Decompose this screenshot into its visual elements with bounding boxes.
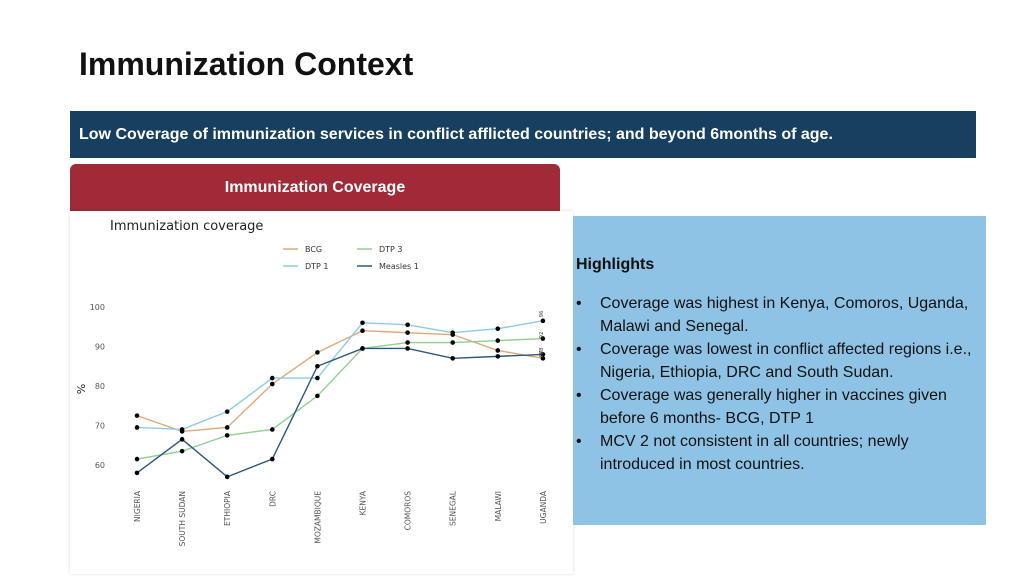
- x-tick-label: COMOROS: [404, 491, 413, 531]
- data-point: [179, 448, 185, 454]
- y-tick-label: 80: [95, 382, 105, 391]
- highlights-title: Highlights: [576, 256, 655, 273]
- data-point: [495, 348, 501, 353]
- annotation-label: 88: [539, 347, 545, 354]
- series-line: [136, 347, 543, 478]
- data-point: [450, 340, 456, 345]
- data-point: [540, 336, 546, 341]
- x-tick-label: MALAWI: [494, 491, 503, 521]
- highlight-item: • MCV 2 not consistent in all countries;…: [576, 430, 976, 476]
- bullet-icon: •: [576, 433, 582, 450]
- data-point: [270, 427, 275, 432]
- bullet-icon: •: [576, 341, 582, 358]
- data-point: [495, 326, 501, 332]
- data-point: [405, 340, 410, 345]
- highlight-text: MCV 2 not consistent in all countries; n…: [600, 433, 909, 473]
- data-point: [224, 474, 230, 480]
- x-tick-label: DRC: [268, 491, 277, 507]
- chart-axes: 60 70 80 90 100 NIGERIA SOUTH SUDAN ETHIOPIA DRC…: [90, 303, 548, 546]
- highlight-text: Coverage was generally higher in vaccine…: [600, 387, 947, 427]
- highlight-item: • Coverage was lowest in conflict affect…: [576, 338, 976, 384]
- x-tick-label: KENYA: [359, 490, 368, 515]
- data-point: [224, 409, 230, 414]
- series-line: [136, 329, 544, 433]
- data-point: [315, 363, 320, 369]
- chart-title: Immunization coverage: [110, 219, 263, 234]
- series-line: [136, 320, 544, 431]
- data-point: [224, 425, 230, 430]
- y-tick-label: 60: [95, 461, 105, 470]
- y-tick-label: 100: [90, 303, 105, 312]
- x-tick-label: SOUTH SUDAN: [178, 491, 187, 546]
- data-point: [134, 470, 140, 476]
- highlight-text: Coverage was highest in Kenya, Comoros, …: [600, 295, 969, 335]
- data-point: [360, 328, 365, 333]
- bullet-icon: •: [576, 387, 582, 404]
- y-tick-label: 70: [95, 422, 105, 431]
- data-point: [495, 338, 501, 343]
- data-point: [179, 427, 185, 432]
- data-point: [270, 381, 275, 387]
- data-point: [224, 433, 230, 438]
- data-point: [134, 456, 140, 462]
- annotation-label: 87: [539, 350, 545, 357]
- y-tick-label: 90: [95, 343, 105, 352]
- legend-label: DTP 3: [379, 245, 403, 254]
- highlights-panel: Highlights • Coverage was highest in Ken…: [573, 216, 986, 525]
- highlights-list: • Coverage was highest in Kenya, Comoros…: [576, 292, 976, 476]
- bullet-icon: •: [576, 295, 582, 312]
- data-point: [405, 346, 410, 351]
- data-point: [270, 375, 275, 381]
- data-point: [405, 322, 410, 328]
- data-point: [495, 354, 501, 359]
- data-point: [270, 456, 275, 462]
- x-tick-label: SENEGAL: [449, 490, 458, 526]
- data-point: [315, 393, 320, 399]
- chart-panel-header: Immunization Coverage: [70, 164, 560, 211]
- x-tick-label: NIGERIA: [133, 490, 142, 522]
- data-point: [134, 425, 140, 430]
- chart-legend: BCG DTP 3 DTP 1 Measles 1: [283, 245, 419, 271]
- x-tick-label: UGANDA: [539, 490, 548, 524]
- highlight-item: • Coverage was highest in Kenya, Comoros…: [576, 292, 976, 338]
- page-title: Immunization Context: [79, 46, 414, 82]
- highlight-item: • Coverage was generally higher in vacci…: [576, 384, 976, 430]
- series-line: [136, 337, 543, 460]
- x-tick-label: MOZAMBIQUE: [313, 491, 322, 544]
- chart-panel: Immunization coverage % BCG DTP 3 DTP 1 Mea…: [70, 211, 573, 574]
- legend-label: DTP 1: [305, 262, 329, 271]
- highlight-text: Coverage was lowest in conflict affected…: [600, 341, 972, 381]
- annotation-label: 96: [539, 310, 545, 317]
- data-point: [315, 350, 320, 355]
- data-point: [360, 320, 365, 326]
- y-axis-label: %: [75, 384, 88, 394]
- annotation-label: 92: [539, 332, 545, 339]
- immunization-chart: Immunization coverage % BCG DTP 3 DTP 1 Mea…: [75, 219, 548, 546]
- chart-series: [134, 318, 546, 480]
- legend-label: BCG: [305, 245, 322, 254]
- data-point: [450, 330, 456, 335]
- data-point: [450, 356, 456, 361]
- data-point: [540, 352, 546, 357]
- x-tick-label: ETHIOPIA: [223, 490, 232, 526]
- legend-label: Measles 1: [379, 262, 419, 271]
- subtitle-banner: Low Coverage of immunization services in…: [70, 111, 976, 158]
- data-point: [179, 437, 185, 442]
- data-point: [134, 413, 140, 418]
- data-point: [405, 330, 410, 335]
- data-point: [360, 346, 365, 351]
- data-point: [540, 356, 546, 361]
- data-point: [540, 318, 546, 324]
- data-point: [315, 375, 320, 381]
